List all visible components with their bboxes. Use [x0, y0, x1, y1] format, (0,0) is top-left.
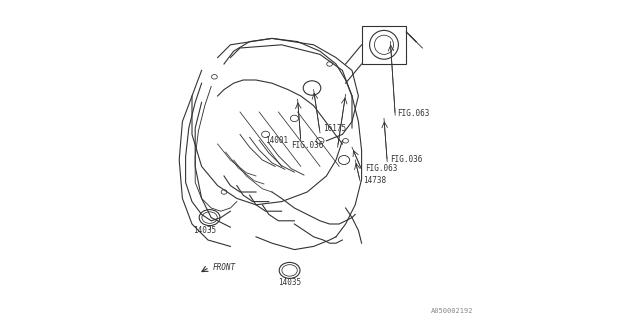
Text: 16175: 16175 [323, 124, 346, 132]
Text: FIG.036: FIG.036 [390, 155, 423, 164]
Text: FIG.063: FIG.063 [397, 109, 429, 118]
FancyBboxPatch shape [362, 26, 406, 64]
Text: 14035: 14035 [193, 226, 216, 235]
Text: 14738: 14738 [364, 176, 387, 185]
Text: A050002192: A050002192 [431, 308, 474, 314]
Text: FIG.063: FIG.063 [365, 164, 397, 173]
Text: FIG.036: FIG.036 [291, 141, 323, 150]
Text: FRONT: FRONT [212, 263, 236, 272]
Text: 14001: 14001 [265, 136, 288, 145]
Text: 14035: 14035 [278, 278, 301, 287]
